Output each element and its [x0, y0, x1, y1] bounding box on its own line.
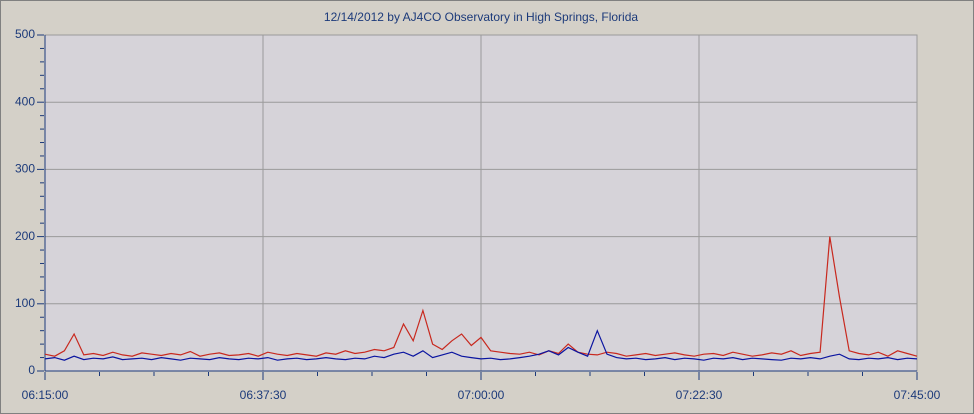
- y-tick-label: 300: [15, 162, 35, 176]
- y-tick-label: 200: [15, 229, 35, 243]
- y-tick-label: 400: [15, 94, 35, 108]
- x-tick-label: 07:00:00: [458, 388, 505, 402]
- x-tick-label: 07:45:00: [894, 388, 941, 402]
- y-tick-label: 500: [15, 27, 35, 41]
- chart-title: 12/14/2012 by AJ4CO Observatory in High …: [324, 10, 638, 24]
- y-tick-label: 0: [28, 363, 35, 377]
- x-tick-label: 06:37:30: [240, 388, 287, 402]
- x-tick-label: 07:22:30: [676, 388, 723, 402]
- series-line: [44, 236, 918, 357]
- series-line: [44, 329, 918, 361]
- x-tick-label: 06:15:00: [22, 388, 69, 402]
- y-tick-label: 100: [15, 296, 35, 310]
